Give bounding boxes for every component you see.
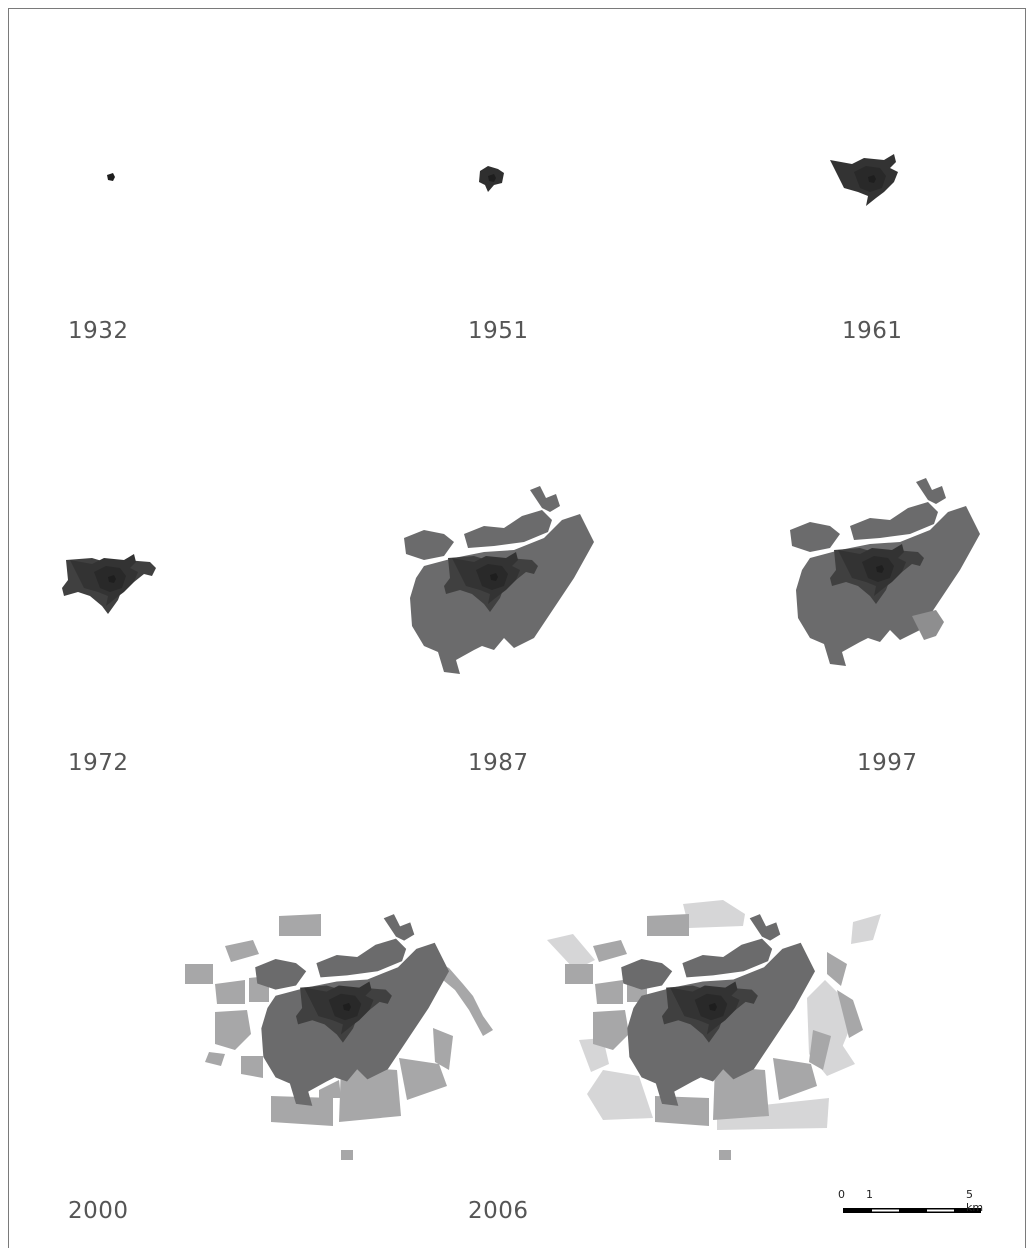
year-label-2006: 2006 [468, 1198, 529, 1224]
year-label-1997: 1997 [857, 750, 918, 776]
year-label-2000: 2000 [68, 1198, 129, 1224]
scale-label-five: 5 km [966, 1188, 984, 1214]
year-label-1961: 1961 [842, 318, 903, 344]
scale-label-zero: 0 [838, 1188, 845, 1201]
scale-label-one: 1 [866, 1188, 873, 1201]
year-label-1951: 1951 [468, 318, 529, 344]
scale-bar-graphic [843, 1208, 981, 1213]
scale-bar: 0 1 5 km [836, 1186, 986, 1216]
figure-frame [8, 8, 1026, 1248]
year-label-1932: 1932 [68, 318, 129, 344]
year-label-1972: 1972 [68, 750, 129, 776]
year-label-1987: 1987 [468, 750, 529, 776]
